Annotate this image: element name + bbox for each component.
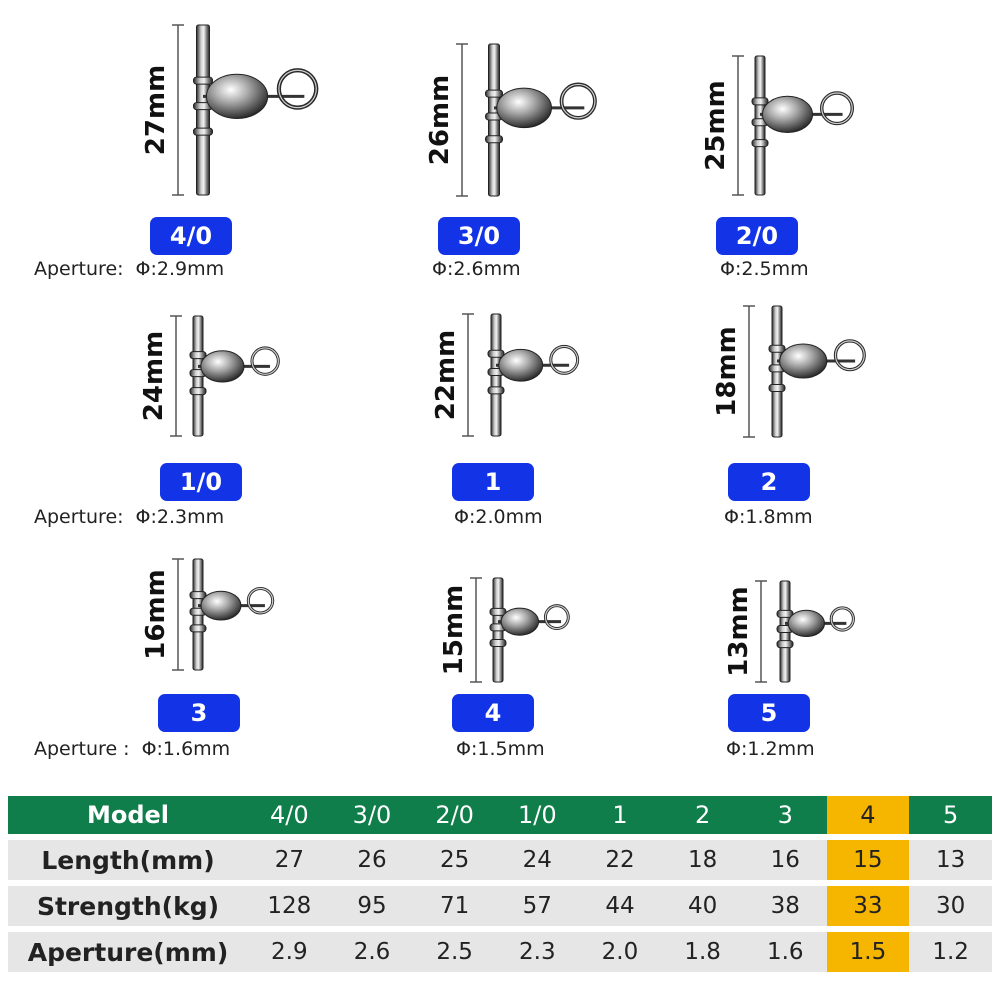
aperture-text: Φ:1.8mm	[724, 506, 813, 528]
length-label: 22mm	[431, 330, 461, 420]
row-label: Aperture(mm)	[8, 932, 248, 972]
length-label: 18mm	[712, 326, 742, 416]
aperture-text: Φ:2.0mm	[454, 506, 543, 528]
size-badge: 2	[728, 463, 810, 501]
model-cell: 4	[826, 796, 910, 834]
value-cell: 2.5	[413, 932, 496, 972]
value-cell: 27	[248, 840, 331, 880]
swivel-8: 13mm	[724, 580, 855, 683]
table-header-row: Model 4/0 3/0 2/0 1/0 1 2 3 4 5	[8, 796, 992, 834]
value-cell: 25	[413, 840, 496, 880]
model-cell: 4/0	[248, 796, 331, 834]
length-label: 24mm	[139, 331, 169, 421]
value-cell: 95	[330, 886, 414, 926]
model-cell: 3	[743, 796, 827, 834]
aperture-text: Aperture: Φ:2.3mm	[34, 506, 224, 528]
table-row: Length(mm) 27 26 25 24 22 18 16 15 13	[8, 840, 992, 880]
model-cell: 2	[661, 796, 744, 834]
row-label: Length(mm)	[8, 840, 248, 880]
model-cell: 5	[909, 796, 992, 834]
length-label: 25mm	[701, 80, 731, 170]
aperture-value: Φ:2.5mm	[720, 258, 809, 280]
size-badge: 1/0	[160, 463, 242, 501]
size-badge: 4/0	[150, 217, 232, 255]
length-label: 16mm	[141, 569, 171, 659]
value-cell: 22	[578, 840, 662, 880]
aperture-value: Φ:1.2mm	[726, 738, 815, 760]
table-row: Aperture(mm) 2.9 2.6 2.5 2.3 2.0 1.8 1.6 1.5 1.2	[8, 932, 992, 972]
value-cell: 2.3	[495, 932, 579, 972]
model-cell: 2/0	[413, 796, 496, 834]
value-cell: 15	[826, 840, 910, 880]
value-cell: 24	[495, 840, 579, 880]
aperture-text: Aperture : Φ:1.6mm	[34, 738, 230, 760]
swivel-0: 27mm	[141, 24, 319, 196]
value-cell: 2.0	[578, 932, 662, 972]
size-badge: 5	[728, 694, 810, 732]
size-badge: 1	[452, 463, 534, 501]
length-label: 26mm	[425, 75, 455, 165]
aperture-value: Φ:2.0mm	[454, 506, 543, 528]
swivel-3: 24mm	[139, 315, 280, 437]
aperture-text: Φ:2.6mm	[432, 258, 521, 280]
aperture-label: Aperture :	[34, 738, 130, 760]
swivel-2: 25mm	[701, 55, 855, 196]
size-badge: 2/0	[716, 217, 798, 255]
model-cell: 1	[578, 796, 662, 834]
value-cell: 16	[743, 840, 827, 880]
swivel-5: 18mm	[712, 305, 866, 438]
aperture-label: Aperture:	[34, 258, 124, 280]
value-cell: 40	[661, 886, 744, 926]
spec-table: Model 4/0 3/0 2/0 1/0 1 2 3 4 5 Length(mm) 27 26 25 24…	[8, 790, 992, 978]
aperture-value: Φ:2.9mm	[135, 258, 225, 280]
value-cell: 1.6	[743, 932, 827, 972]
header-label: Model	[8, 796, 248, 834]
swivel-illustrations: 27mm 26mm 25mm 24mm 22mm 18mm 16mm 15mm 13mm	[139, 24, 866, 683]
value-cell: 71	[413, 886, 496, 926]
length-label: 15mm	[439, 585, 469, 675]
length-label: 27mm	[141, 65, 171, 155]
size-badge: 4	[452, 694, 534, 732]
size-badge: 3	[158, 694, 240, 732]
aperture-text: Φ:2.5mm	[720, 258, 809, 280]
swivel-1: 26mm	[425, 43, 597, 197]
swivel-4: 22mm	[431, 313, 580, 437]
aperture-value: Φ:1.6mm	[141, 738, 231, 760]
value-cell: 18	[661, 840, 744, 880]
value-cell: 38	[743, 886, 827, 926]
row-label: Strength(kg)	[8, 886, 248, 926]
value-cell: 1.2	[909, 932, 992, 972]
value-cell: 57	[495, 886, 579, 926]
size-badge: 3/0	[438, 217, 520, 255]
value-cell: 26	[330, 840, 414, 880]
value-cell: 30	[909, 886, 992, 926]
swivel-7: 15mm	[439, 577, 570, 683]
aperture-value: Φ:2.3mm	[135, 506, 225, 528]
value-cell: 33	[826, 886, 910, 926]
swivel-6: 16mm	[141, 558, 275, 671]
aperture-value: Φ:1.5mm	[456, 738, 545, 760]
aperture-value: Φ:2.6mm	[432, 258, 521, 280]
length-label: 13mm	[724, 586, 754, 676]
aperture-label: Aperture:	[34, 506, 124, 528]
value-cell: 2.9	[248, 932, 331, 972]
model-cell: 3/0	[330, 796, 414, 834]
model-cell: 1/0	[495, 796, 579, 834]
aperture-text: Φ:1.2mm	[726, 738, 815, 760]
value-cell: 1.8	[661, 932, 744, 972]
value-cell: 44	[578, 886, 662, 926]
table-row: Strength(kg) 128 95 71 57 44 40 38 33 30	[8, 886, 992, 926]
value-cell: 2.6	[330, 932, 414, 972]
aperture-value: Φ:1.8mm	[724, 506, 813, 528]
value-cell: 13	[909, 840, 992, 880]
aperture-text: Aperture: Φ:2.9mm	[34, 258, 224, 280]
value-cell: 128	[248, 886, 331, 926]
value-cell: 1.5	[826, 932, 910, 972]
aperture-text: Φ:1.5mm	[456, 738, 545, 760]
